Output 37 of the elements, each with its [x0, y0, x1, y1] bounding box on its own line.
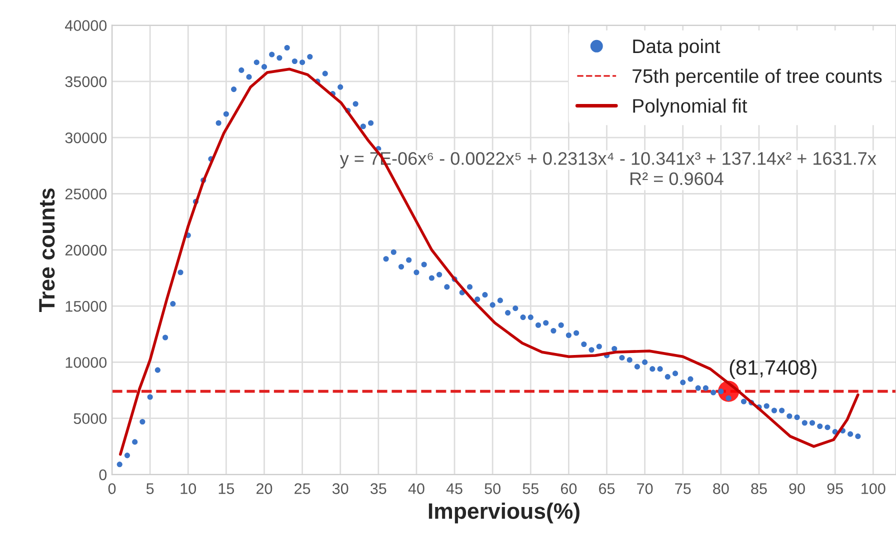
y-tick-label: 15000	[66, 300, 107, 312]
legend-label: 75th percentile of tree counts	[632, 68, 882, 87]
y-tick-label: 30000	[65, 132, 107, 144]
x-tick-label: 100	[862, 483, 886, 494]
y-tick-label: 5000	[74, 413, 107, 424]
x-tick-label: 5	[146, 483, 154, 494]
legend-label: Data point	[633, 38, 720, 58]
x-tick-label: 35	[370, 483, 386, 494]
x-tick-label: 10	[180, 483, 196, 494]
x-tick-label: 90	[789, 483, 805, 494]
x-tick-label: 40	[408, 483, 424, 494]
x-tick-label: 70	[637, 483, 653, 494]
x-tick-label: 85	[751, 483, 767, 494]
x-tick-label: 45	[446, 483, 462, 494]
y-tick-label: 0	[99, 469, 107, 480]
annotation: R² = 0.9604	[630, 172, 724, 186]
x-tick-label: 65	[599, 483, 615, 494]
x-tick-label: 75	[675, 483, 691, 494]
y-axis-title: Tree counts	[39, 188, 55, 312]
x-axis-title: Impervious(%)	[428, 502, 580, 524]
y-tick-label: 25000	[65, 188, 107, 200]
x-tick-label: 20	[256, 483, 272, 494]
x-tick-label: 50	[484, 483, 500, 494]
annotation: (81,7408)	[730, 360, 816, 379]
y-tick-label: 40000	[65, 20, 107, 31]
x-tick-label: 30	[332, 483, 348, 494]
x-tick-label: 95	[827, 483, 843, 494]
x-tick-label: 80	[713, 483, 729, 494]
x-tick-label: 60	[560, 483, 577, 494]
legend-label: Polynomial fit	[633, 98, 748, 117]
y-tick-label: 20000	[65, 244, 107, 256]
y-tick-label: 35000	[65, 76, 107, 88]
y-tick-label: 10000	[66, 357, 107, 368]
x-tick-label: 55	[522, 483, 538, 494]
x-tick-label: 15	[218, 483, 234, 494]
x-tick-label: 0	[108, 483, 116, 494]
x-tick-label: 25	[294, 483, 310, 494]
